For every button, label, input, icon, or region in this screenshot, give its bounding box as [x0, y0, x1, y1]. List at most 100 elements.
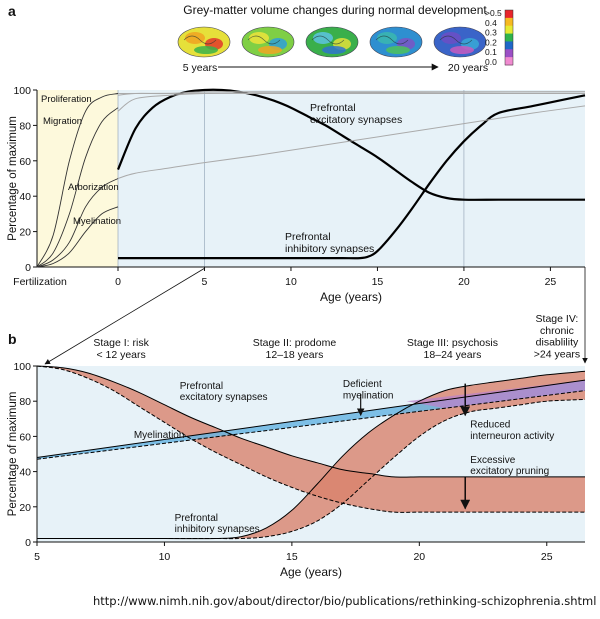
brain-image: [369, 26, 423, 58]
series-line: [36, 206, 119, 268]
connector-arrow-left: [44, 267, 206, 365]
y-tick-label: 80: [19, 396, 31, 408]
colorbar-tick-label: 0.1: [485, 47, 497, 57]
annotation: Myelination: [134, 430, 185, 441]
brain-start-label: 5 years: [183, 62, 217, 74]
y-tick-label: 80: [19, 120, 31, 132]
colorbar-swatch: [505, 25, 513, 35]
colorbar-tick-label: 0.4: [485, 18, 497, 28]
x-tick-label: 25: [545, 276, 557, 288]
excitatory-band: [37, 366, 585, 513]
y-tick-label: 100: [13, 85, 31, 97]
annotation: Excessive excitatory pruning: [470, 455, 549, 477]
brain-region: [386, 46, 410, 54]
x-axis-title: Age (years): [320, 290, 382, 304]
prenatal-shading: [37, 90, 118, 267]
annotation: Deficient myelination: [343, 379, 394, 401]
y-tick-label: 40: [19, 191, 31, 203]
y-tick-label: 40: [19, 467, 31, 479]
brain-region: [258, 46, 282, 54]
x-tick-label: 5: [202, 276, 208, 288]
series-label: Arborization: [68, 182, 119, 193]
series-label: Prefrontal excitatory synapses: [310, 102, 402, 126]
series-line: [36, 93, 119, 268]
panel-b-chart: 0 20 40 60 80 100 5 10 15 20 25 Age (years) Percenta…: [7, 313, 586, 579]
colorbar-swatch: [505, 10, 513, 19]
x-tick-label: 15: [286, 551, 298, 563]
brain-image-row: [177, 26, 487, 58]
brain-sulcus: [311, 35, 345, 45]
x-axis-title: Age (years): [280, 565, 342, 579]
series-line: [116, 88, 585, 201]
overlap-region: [406, 380, 585, 409]
brain-region: [441, 32, 461, 44]
panel-b-label: b: [8, 331, 17, 347]
brain-region: [377, 32, 397, 44]
stage-label: Stage I: risk < 12 years: [93, 337, 149, 361]
myelination-line: [36, 379, 586, 459]
colorbar-swatch: [505, 33, 513, 42]
y-tick-label: 100: [13, 361, 31, 373]
brain-region: [313, 32, 333, 44]
brain-sulcus: [247, 35, 281, 45]
colorbar-tick-label: 0.3: [485, 28, 497, 38]
x-tick-label: 10: [285, 276, 297, 288]
myelination-line-schizophrenia: [36, 390, 586, 460]
stage-label: Stage IV: chronic disablility >24 years: [534, 313, 580, 360]
panel-a-chart: 0 20 40 60 80 100 Fertilization 0 5 10 15 20 25 Age (…: [7, 85, 586, 304]
colorbar-tick-label: >0.5: [485, 8, 502, 18]
annotation: Reduced interneuron activity: [470, 420, 554, 442]
series-line: [36, 107, 119, 268]
colorbar-tick-label: 0.0: [485, 57, 497, 67]
series-line: [117, 94, 586, 260]
excitatory-line: [36, 365, 585, 478]
x-tick-label: Fertilization: [13, 276, 67, 288]
y-axis-title: Percentage of maximum: [7, 116, 19, 241]
series-label: Proliferation: [41, 94, 92, 105]
annotation: Prefrontal excitatory synapses: [180, 381, 268, 403]
inhibitory-band: [37, 371, 585, 539]
colorbar-swatch: [505, 41, 513, 50]
x-tick-label: 20: [413, 551, 425, 563]
series-label: Migration: [43, 116, 82, 127]
brain-sulcus: [375, 35, 409, 45]
colorbar-swatch: [505, 17, 513, 27]
brain-region: [450, 46, 474, 54]
x-tick-label: 10: [159, 551, 171, 563]
panel-a-label: a: [8, 3, 16, 19]
brain-region: [194, 46, 218, 54]
y-tick-label: 20: [19, 502, 31, 514]
brain-panel-title: Grey-matter volume changes during normal…: [183, 3, 487, 17]
y-tick-label: 0: [25, 537, 31, 549]
panel-connector-lines: [44, 267, 588, 365]
y-tick-label: 0: [25, 262, 31, 274]
colorbar-tick-label: 0.2: [485, 37, 497, 47]
x-tick-label: 5: [34, 551, 40, 563]
inhibitory-line-schizophrenia: [37, 398, 586, 540]
x-tick-label: 15: [372, 276, 384, 288]
excitatory-line-schizophrenia: [36, 365, 585, 513]
series-line: [36, 178, 119, 268]
series-line: [117, 105, 586, 179]
x-tick-label: 0: [115, 276, 121, 288]
stage-label: Stage III: psychosis 18–24 years: [407, 337, 498, 361]
brain-region: [322, 46, 346, 54]
series-line: [117, 91, 586, 95]
series-line: [117, 92, 586, 112]
stage-label: Stage II: prodome 12–18 years: [253, 337, 337, 361]
series-label: Prefrontal inhibitory synapses: [285, 231, 374, 255]
brain-sulcus: [183, 35, 217, 45]
series-label: Myelination: [73, 216, 121, 227]
brain-region: [185, 32, 205, 44]
annotation: Prefrontal inhibitory synapses: [175, 513, 260, 535]
postnatal-shading: [118, 90, 585, 267]
colorbar-swatch: [505, 49, 513, 58]
brain-end-label: 20 years: [448, 62, 488, 74]
x-tick-label: 20: [458, 276, 470, 288]
colorbar: >0.50.40.30.20.10.0: [485, 8, 514, 67]
brain-image: [433, 26, 487, 58]
brain-image: [241, 26, 295, 58]
x-tick-label: 25: [541, 551, 553, 563]
brain-image: [305, 26, 359, 58]
